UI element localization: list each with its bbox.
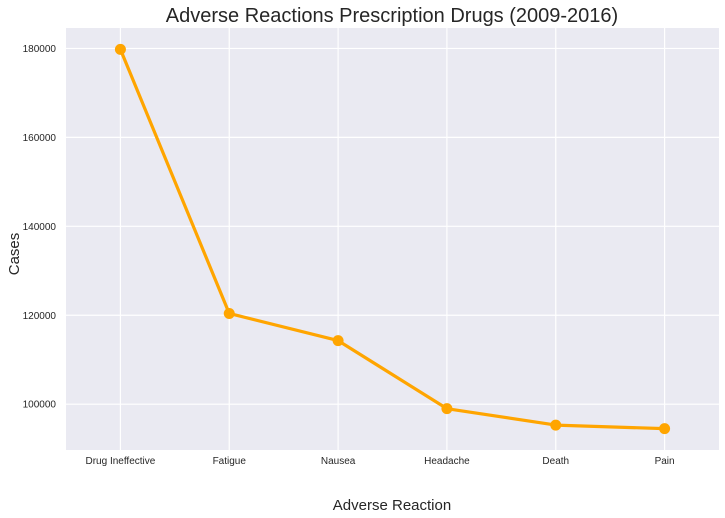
x-axis-label: Adverse Reaction xyxy=(333,497,451,514)
series-lines xyxy=(118,47,667,431)
data-points xyxy=(114,43,671,435)
y-tick-labels: 100000 120000 140000 160000 180000 xyxy=(23,44,57,411)
series-line xyxy=(118,47,667,431)
x-tick-label: Drug Ineffective xyxy=(85,456,155,467)
data-point xyxy=(550,419,562,431)
y-tick-label: 180000 xyxy=(23,44,57,55)
data-point xyxy=(114,43,126,55)
x-gridlines xyxy=(119,28,666,450)
x-tick-label: Nausea xyxy=(321,456,356,467)
y-tick-label: 160000 xyxy=(23,133,57,144)
data-point xyxy=(223,307,235,319)
data-point xyxy=(332,335,344,347)
y-gridlines xyxy=(66,47,719,405)
x-tick-label: Fatigue xyxy=(213,456,247,467)
x-tick-label: Pain xyxy=(655,456,675,467)
chart-title: Adverse Reactions Prescription Drugs (20… xyxy=(166,5,618,27)
y-tick-label: 140000 xyxy=(23,222,57,233)
x-tick-label: Headache xyxy=(424,456,470,467)
plot-area xyxy=(66,28,719,450)
data-point xyxy=(441,403,453,415)
x-tick-label: Death xyxy=(542,456,569,467)
x-tick-labels: Drug Ineffective Fatigue Nausea Headache Dea… xyxy=(85,456,674,467)
data-point xyxy=(659,423,671,435)
y-tick-label: 100000 xyxy=(23,400,57,411)
y-axis-label: Cases xyxy=(6,233,23,276)
y-tick-label: 120000 xyxy=(23,311,57,322)
